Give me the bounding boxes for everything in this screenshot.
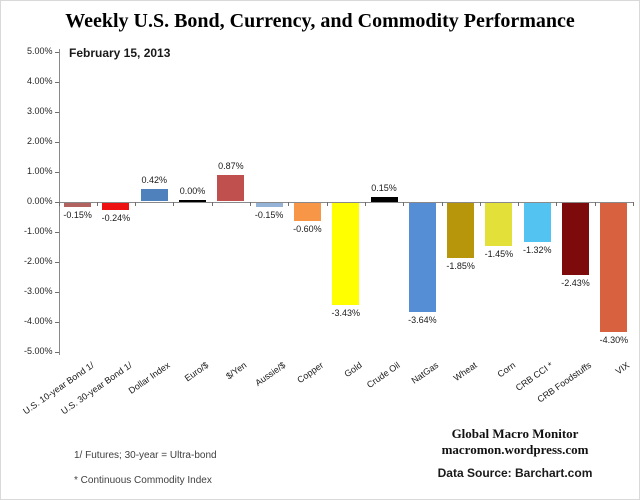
- footnote-cci: * Continuous Commodity Index: [74, 475, 212, 486]
- x-axis-tick-mark: [96, 201, 98, 206]
- y-axis-tick-label: -2.00%: [23, 256, 53, 266]
- y-axis-tick-label: 3.00%: [26, 106, 53, 116]
- bar-value-label: 0.15%: [371, 183, 397, 193]
- x-axis-tick-mark: [518, 201, 520, 206]
- bar-u-s-10-year-bond-1: [64, 202, 92, 207]
- y-axis-tick-label: -1.00%: [23, 226, 53, 236]
- x-axis-tick-mark: [556, 201, 558, 206]
- x-axis-tick-mark: [250, 201, 251, 206]
- bar-value-label: -0.15%: [63, 210, 92, 220]
- y-axis-tick-label: -5.00%: [23, 346, 53, 356]
- attribution-block: Global Macro Monitor macromon.wordpress.…: [415, 426, 615, 480]
- x-axis-category-label: Crude Oil: [365, 360, 402, 390]
- x-axis-category-label: Copper: [295, 360, 326, 386]
- attribution-url: macromon.wordpress.com: [441, 442, 589, 457]
- x-axis-category-label: U.S. 30-year Bond 1/: [59, 360, 134, 417]
- x-axis-tick-mark: [173, 201, 175, 206]
- y-axis-tick-label: 0.00%: [26, 196, 53, 206]
- x-axis-tick-mark: [135, 201, 137, 206]
- y-axis-tick-label: 5.00%: [26, 46, 53, 56]
- y-axis-tick-label: 2.00%: [26, 136, 53, 146]
- bar-u-s-30-year-bond-1: [102, 202, 130, 210]
- y-axis-tick-mark: [54, 81, 59, 83]
- bar-crude-oil: [370, 197, 398, 202]
- y-axis-tick-mark: [54, 351, 59, 353]
- y-axis-tick-mark: [54, 201, 59, 203]
- bar-value-label: -1.32%: [522, 245, 552, 256]
- x-axis-category-label: Wheat: [451, 360, 479, 384]
- y-axis-tick-mark: [54, 321, 59, 323]
- bar-value-label: 0.87%: [218, 161, 244, 172]
- bar-value-label: -0.24%: [101, 212, 131, 223]
- attribution-data-source: Data Source: Barchart.com: [437, 466, 593, 480]
- bar-crb-foodstuffs: [562, 202, 590, 276]
- bar-value-label: -3.43%: [331, 308, 361, 319]
- x-axis-tick-mark: [211, 201, 213, 206]
- attribution-brand: Global Macro Monitor: [451, 426, 579, 441]
- bar-wheat: [447, 202, 475, 258]
- y-axis-tick-label: 4.00%: [26, 76, 53, 86]
- bar-value-label: -2.43%: [561, 278, 590, 289]
- chart-title: Weekly U.S. Bond, Currency, and Commodit…: [65, 10, 575, 32]
- x-axis-category-label: Dollar Index: [127, 360, 173, 396]
- bar-value-label: -4.30%: [599, 334, 629, 345]
- bar-aussie: [255, 202, 283, 207]
- x-axis-category-label: $/Yen: [224, 360, 249, 382]
- bar-dollar-index: [140, 188, 168, 202]
- x-axis-tick-mark: [594, 201, 596, 206]
- x-axis-category-label: Euro/$: [182, 360, 211, 384]
- chart-date-subtitle: February 15, 2013: [69, 46, 171, 60]
- bar-copper: [293, 202, 321, 221]
- y-axis-tick-mark: [54, 261, 59, 263]
- x-axis-tick-mark: [633, 201, 634, 206]
- x-axis-tick-mark: [403, 201, 405, 206]
- bar-value-label: -1.45%: [484, 249, 514, 259]
- bar-crb-cci: [523, 202, 551, 243]
- bar-gold: [332, 202, 360, 306]
- y-axis-tick-mark: [54, 111, 59, 113]
- bar-vix: [600, 202, 628, 332]
- x-axis-tick-mark: [441, 201, 443, 206]
- y-axis-tick-mark: [54, 141, 59, 143]
- y-axis-tick-mark: [54, 51, 59, 53]
- x-axis-tick-mark: [326, 201, 328, 206]
- x-axis-category-label: VIX: [614, 360, 632, 377]
- x-axis-category-label: Aussie/$: [253, 360, 288, 388]
- bar-value-label: -0.15%: [254, 210, 284, 220]
- x-axis-tick-mark: [58, 201, 60, 206]
- bar-value-label: -1.85%: [446, 261, 475, 271]
- bar-value-label: 0.42%: [141, 174, 168, 185]
- y-axis-tick-label: 1.00%: [26, 166, 53, 176]
- x-axis-tick-mark: [479, 201, 481, 206]
- y-axis-tick-mark: [54, 231, 59, 233]
- x-axis-tick-mark: [288, 201, 290, 206]
- y-axis-tick-label: -4.00%: [23, 316, 53, 326]
- bar-corn: [485, 202, 513, 246]
- bar-value-label: -0.60%: [293, 223, 322, 234]
- bar-euro: [179, 200, 207, 202]
- y-axis-tick-mark: [54, 171, 59, 173]
- footnote-futures: 1/ Futures; 30-year = Ultra-bond: [74, 450, 217, 461]
- bar-yen: [217, 175, 245, 202]
- x-axis-category-label: Corn: [495, 360, 517, 380]
- y-axis-tick-mark: [54, 291, 59, 293]
- bar-value-label: -3.64%: [408, 314, 437, 325]
- y-axis-tick-label: -3.00%: [23, 286, 53, 296]
- bar-value-label: 0.00%: [179, 186, 206, 196]
- x-axis-line: [58, 201, 633, 203]
- bar-natgas: [408, 202, 436, 312]
- x-axis-category-label: Gold: [342, 360, 364, 380]
- x-axis-tick-mark: [364, 201, 366, 206]
- x-axis-category-label: NatGas: [409, 360, 441, 386]
